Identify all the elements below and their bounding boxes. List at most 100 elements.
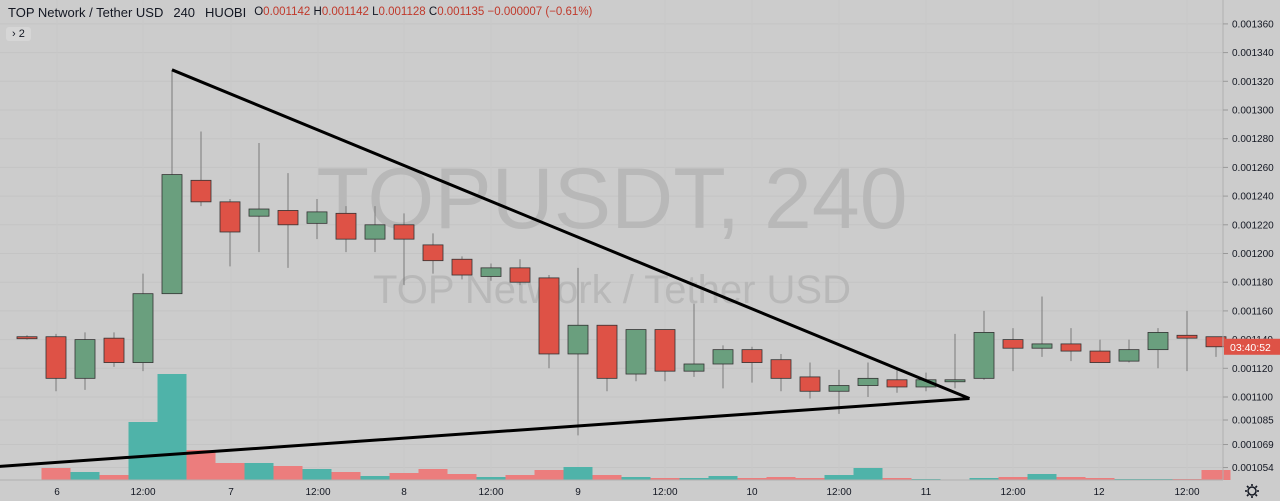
- price-tick-label: 0.001200: [1232, 249, 1274, 260]
- trendline-lower[interactable]: [0, 397, 970, 468]
- triangle-drawing[interactable]: [0, 68, 971, 468]
- volume-bar: [331, 472, 361, 480]
- price-tick-label: 0.001085: [1232, 415, 1274, 426]
- candle-down: [103, 337, 125, 363]
- low-label: L: [372, 6, 379, 18]
- candle-up: [857, 377, 879, 386]
- volume-bar: [969, 478, 999, 480]
- candle-up: [248, 208, 270, 217]
- candle-down: [1060, 343, 1082, 352]
- time-tick-label: 12:00: [826, 487, 851, 498]
- volume-bar: [708, 476, 738, 480]
- volume-bar: [563, 467, 593, 480]
- high-value: 0.001142: [321, 6, 369, 18]
- price-tick-label: 0.001100: [1232, 393, 1273, 404]
- change-value: −0.000007 (−0.61%): [487, 6, 593, 18]
- volume-bar: [737, 478, 767, 480]
- volume-bar: [592, 475, 622, 480]
- volume-bar: [244, 463, 274, 480]
- close-value: 0.001135: [437, 6, 485, 18]
- candle-down: [219, 201, 241, 233]
- watermark-name: TOP Network / Tether USD: [373, 268, 851, 312]
- price-tick-label: 0.001240: [1232, 192, 1274, 203]
- high-label: H: [313, 6, 322, 18]
- volume-bar: [1085, 478, 1115, 480]
- candle-up: [828, 385, 850, 392]
- time-tick-label: 12:00: [305, 487, 330, 498]
- volume-bar: [302, 469, 332, 480]
- volume-bar: [215, 463, 245, 480]
- candle-down: [1002, 339, 1024, 349]
- candle-down: [335, 212, 357, 240]
- candle-down: [393, 224, 415, 240]
- open-value: 0.001142: [263, 6, 311, 18]
- time-tick-label: 12:00: [1174, 487, 1199, 498]
- candle-up: [625, 329, 647, 375]
- price-tick-label: 0.001160: [1232, 306, 1273, 317]
- volume-bar: [157, 374, 187, 480]
- volume-bar: [1056, 477, 1086, 480]
- current-price-tag-label: 03:40:52: [1230, 342, 1271, 354]
- volume-bar: [476, 477, 506, 480]
- candle-down: [654, 329, 676, 372]
- candle-up: [74, 339, 96, 379]
- price-tick-label: 0.001340: [1232, 48, 1274, 59]
- price-tick-label: 0.001320: [1232, 77, 1274, 88]
- candle-up: [1031, 343, 1053, 349]
- volume-bar: [534, 470, 564, 480]
- time-tick-label: 12: [1093, 487, 1105, 498]
- price-tick-label: 0.001180: [1232, 278, 1273, 289]
- candle-up: [161, 174, 183, 295]
- ohlc-values: O0.001142 H0.001142 L0.001128 C0.001135 …: [254, 5, 592, 20]
- time-tick-label: 8: [401, 487, 407, 498]
- candle-up: [1147, 332, 1169, 351]
- settings-icon[interactable]: [1245, 484, 1259, 498]
- timeframe[interactable]: 240: [173, 5, 196, 20]
- candle-down: [1089, 350, 1111, 363]
- price-tick-label: 0.001360: [1232, 19, 1274, 30]
- candle-down: [596, 324, 618, 379]
- time-tick-label: 10: [746, 487, 758, 498]
- candle-down: [277, 210, 299, 226]
- time-axis[interactable]: 6 12:00 7 12:00 8 12:00 9 12:00 10 12:00 11 12:00 12…: [0, 479, 1223, 498]
- candle-down: [16, 336, 38, 340]
- price-tick-label: 0.001280: [1232, 134, 1274, 145]
- volume-bar: [621, 477, 651, 480]
- volume-bar: [273, 466, 303, 480]
- symbol-name[interactable]: TOP Network / Tether USD: [8, 5, 164, 20]
- watermark-ticker: TOPUSDT, 240: [316, 151, 907, 247]
- candle-down: [451, 258, 473, 276]
- volume-bar: [389, 473, 419, 480]
- time-tick-label: 12:00: [1000, 487, 1025, 498]
- close-label: C: [428, 6, 438, 18]
- time-tick-label: 12:00: [130, 487, 155, 498]
- time-tick-label: 9: [575, 487, 581, 498]
- price-tick-label: 0.001054: [1232, 463, 1274, 474]
- current-price-tag: [1224, 338, 1280, 355]
- indicators-toggle[interactable]: › 2: [6, 27, 31, 41]
- candle-down: [45, 336, 67, 379]
- candle-up: [480, 267, 502, 277]
- price-tick-label: 0.001120: [1232, 364, 1273, 375]
- candle-up: [306, 211, 328, 224]
- volume-bar: [505, 475, 535, 480]
- price-tick-label: 0.001220: [1232, 220, 1274, 231]
- volume-bars: [41, 374, 1231, 480]
- volume-bar: [766, 477, 796, 480]
- candle-down: [1176, 334, 1198, 339]
- volume-bar: [128, 422, 158, 480]
- open-label: O: [254, 6, 264, 18]
- volume-bar: [882, 478, 912, 480]
- time-tick-label: 12:00: [478, 487, 503, 498]
- candle-down: [190, 179, 212, 203]
- trendline-upper[interactable]: [171, 68, 971, 400]
- volume-bar: [186, 450, 216, 480]
- price-tick-label: 0.001300: [1232, 106, 1274, 117]
- price-axis[interactable]: 0.001360 0.001340 0.001320 0.001300 0.001280…: [1222, 0, 1280, 480]
- volume-bar: [447, 474, 477, 480]
- candle-up: [683, 363, 705, 372]
- time-tick-label: 11: [921, 487, 932, 498]
- candle-down: [770, 359, 792, 379]
- volume-bar: [795, 478, 825, 480]
